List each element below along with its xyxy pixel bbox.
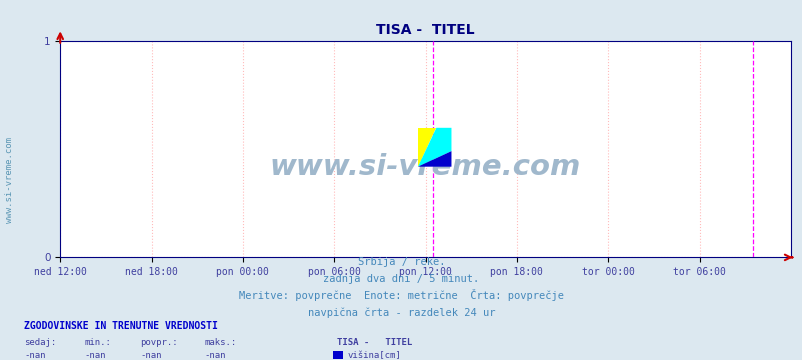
Text: www.si-vreme.com: www.si-vreme.com (5, 137, 14, 223)
Text: navpična črta - razdelek 24 ur: navpična črta - razdelek 24 ur (307, 308, 495, 319)
Text: sedaj:: sedaj: (24, 338, 56, 347)
Text: zadnja dva dni / 5 minut.: zadnja dva dni / 5 minut. (323, 274, 479, 284)
Text: -nan: -nan (140, 351, 162, 360)
Text: ZGODOVINSKE IN TRENUTNE VREDNOSTI: ZGODOVINSKE IN TRENUTNE VREDNOSTI (24, 321, 217, 332)
Text: min.:: min.: (84, 338, 111, 347)
Text: povpr.:: povpr.: (140, 338, 178, 347)
Polygon shape (418, 128, 451, 167)
Polygon shape (418, 151, 451, 167)
Text: -nan: -nan (205, 351, 226, 360)
Polygon shape (418, 128, 435, 167)
Text: TISA -   TITEL: TISA - TITEL (337, 338, 412, 347)
Text: Srbija / reke.: Srbija / reke. (358, 257, 444, 267)
Text: -nan: -nan (84, 351, 106, 360)
Text: -nan: -nan (24, 351, 46, 360)
Title: TISA -  TITEL: TISA - TITEL (376, 23, 474, 37)
Text: www.si-vreme.com: www.si-vreme.com (269, 153, 581, 181)
Text: maks.:: maks.: (205, 338, 237, 347)
Text: Meritve: povprečne  Enote: metrične  Črta: povprečje: Meritve: povprečne Enote: metrične Črta:… (239, 289, 563, 301)
Text: višina[cm]: višina[cm] (347, 351, 401, 360)
